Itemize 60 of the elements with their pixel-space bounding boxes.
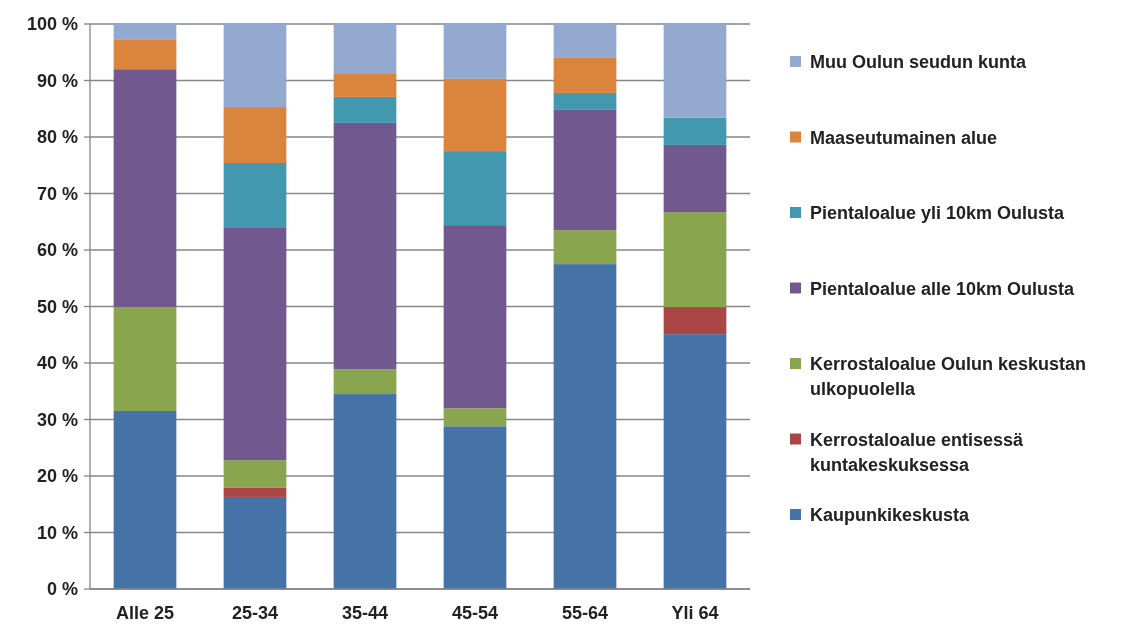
bar bbox=[333, 96, 397, 123]
x-tick-label: 55-64 bbox=[561, 603, 609, 623]
bar bbox=[663, 334, 727, 589]
bar bbox=[113, 39, 177, 70]
bar bbox=[663, 24, 727, 118]
bar bbox=[113, 69, 177, 308]
x-tick-label: 35-44 bbox=[341, 603, 389, 623]
bar bbox=[553, 57, 617, 93]
y-tick-label: 100 % bbox=[26, 14, 78, 34]
legend-label: Kerrostaloalue Oulun keskustan ulkopuolella bbox=[810, 354, 1087, 399]
bar bbox=[113, 307, 177, 412]
x-tick-label: Alle 25 bbox=[115, 603, 175, 623]
bar bbox=[223, 107, 287, 163]
y-tick-label: 20 % bbox=[36, 466, 78, 486]
bar bbox=[333, 73, 397, 97]
bar bbox=[663, 307, 727, 335]
bar bbox=[663, 144, 727, 213]
bar bbox=[223, 227, 287, 461]
legend-label: Pientaloalue yli 10km Oulusta bbox=[810, 203, 1066, 223]
bar bbox=[663, 117, 727, 145]
bar bbox=[443, 426, 507, 589]
y-tick-label: 50 % bbox=[36, 296, 78, 317]
bar bbox=[553, 109, 617, 231]
bar bbox=[113, 24, 177, 40]
legend-label: Muu Oulun seudun kunta bbox=[810, 52, 1027, 72]
bar bbox=[113, 411, 177, 589]
legend-label: Kaupunkikeskusta bbox=[810, 505, 971, 525]
bar bbox=[333, 24, 397, 74]
y-tick-label: 10 % bbox=[36, 522, 78, 543]
bar bbox=[553, 264, 617, 589]
bar bbox=[443, 225, 507, 409]
bar bbox=[553, 24, 617, 58]
y-tick-label: 30 % bbox=[36, 409, 78, 430]
y-tick-label: 70 % bbox=[36, 183, 78, 204]
y-tick-label: 60 % bbox=[36, 240, 78, 260]
bar bbox=[333, 394, 397, 589]
y-tick-label: 40 % bbox=[36, 353, 78, 373]
bar bbox=[223, 460, 287, 488]
y-tick-label: 0 % bbox=[46, 579, 78, 599]
y-tick-label: 80 % bbox=[36, 127, 78, 147]
bar bbox=[553, 230, 617, 265]
bar bbox=[223, 496, 287, 589]
bar bbox=[223, 487, 287, 497]
y-tick-label: 90 % bbox=[36, 70, 78, 91]
legend-label: Pientaloalue alle 10km Oulusta bbox=[810, 278, 1076, 299]
legend-label: Maaseutumainen alue bbox=[810, 127, 998, 148]
bar bbox=[443, 408, 507, 427]
bar bbox=[443, 24, 507, 79]
bar bbox=[223, 162, 287, 228]
bar bbox=[443, 78, 507, 152]
bar bbox=[553, 92, 617, 110]
bar bbox=[223, 24, 287, 108]
bar bbox=[333, 369, 397, 395]
legend-label: Kerrostaloalue entisessä kuntakeskuksessa bbox=[810, 429, 1025, 475]
x-tick-label: 45-54 bbox=[451, 603, 499, 623]
bar bbox=[663, 212, 727, 308]
bar bbox=[333, 122, 397, 370]
x-tick-label: Yli 64 bbox=[671, 603, 719, 623]
bar bbox=[443, 151, 507, 226]
x-tick-label: 25-34 bbox=[231, 603, 279, 623]
